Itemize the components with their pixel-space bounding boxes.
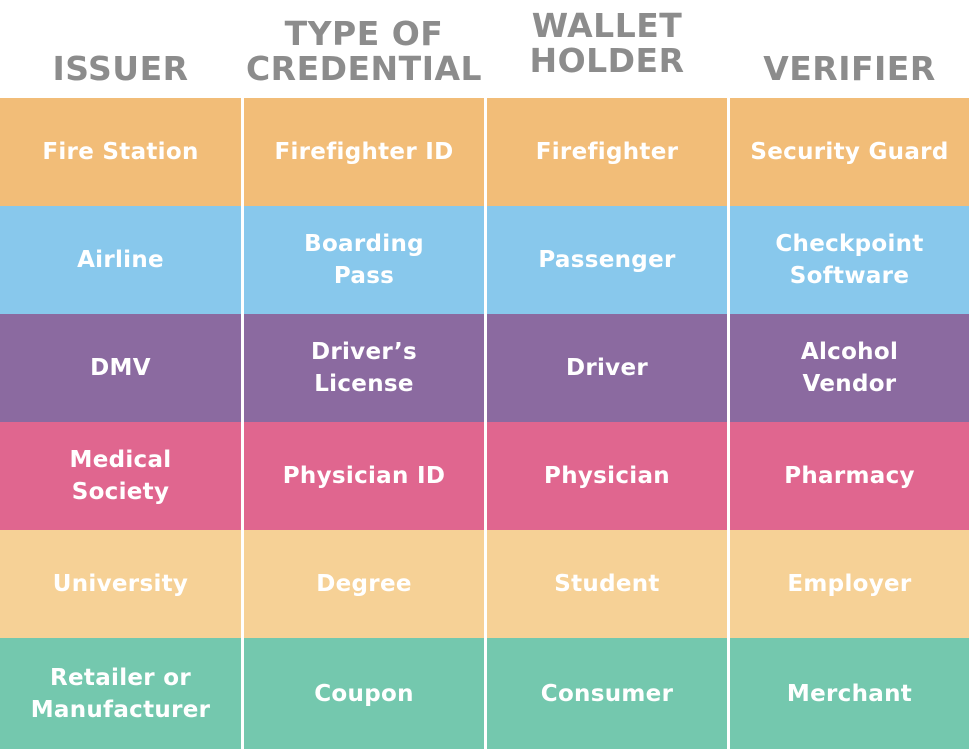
header-issuer: ISSUER: [52, 49, 189, 88]
holder-cell: Physician: [487, 422, 727, 530]
credential-cell: Driver’s License: [244, 314, 484, 422]
credential-cell: Boarding Pass: [244, 206, 484, 314]
column-divider: [241, 98, 244, 206]
issuer-cell: Airline: [0, 206, 241, 314]
column-divider: [241, 530, 244, 638]
header-type-of-credential: TYPE OF CREDENTIAL: [245, 14, 483, 88]
verifier-cell: Security Guard: [730, 98, 969, 206]
verifier-cell: Merchant: [730, 638, 969, 749]
column-divider: [727, 638, 730, 749]
column-divider: [241, 422, 244, 530]
column-divider: [484, 206, 487, 314]
credential-cell: Physician ID: [244, 422, 484, 530]
column-divider: [484, 0, 487, 98]
verifier-cell: Employer: [730, 530, 969, 638]
issuer-cell: Retailer or Manufacturer: [0, 638, 241, 749]
header-wallet-holder: WALLET HOLDER: [529, 6, 685, 80]
column-divider: [727, 0, 730, 98]
verifier-cell: Alcohol Vendor: [730, 314, 969, 422]
verifier-cell: Checkpoint Software: [730, 206, 969, 314]
column-divider: [727, 530, 730, 638]
holder-cell: Driver: [487, 314, 727, 422]
column-divider: [241, 638, 244, 749]
column-divider: [241, 206, 244, 314]
column-divider: [484, 638, 487, 749]
column-divider: [241, 314, 244, 422]
credential-cell: Degree: [244, 530, 484, 638]
verifier-cell: Pharmacy: [730, 422, 969, 530]
issuer-cell: Fire Station: [0, 98, 241, 206]
column-divider: [484, 530, 487, 638]
column-divider: [484, 98, 487, 206]
issuer-cell: DMV: [0, 314, 241, 422]
column-divider: [727, 314, 730, 422]
credential-cell: Firefighter ID: [244, 98, 484, 206]
holder-cell: Consumer: [487, 638, 727, 749]
column-divider: [727, 206, 730, 314]
column-divider: [241, 0, 244, 98]
holder-cell: Student: [487, 530, 727, 638]
issuer-cell: Medical Society: [0, 422, 241, 530]
column-divider: [727, 422, 730, 530]
column-divider: [484, 314, 487, 422]
column-divider: [727, 98, 730, 206]
holder-cell: Firefighter: [487, 98, 727, 206]
column-divider: [484, 422, 487, 530]
credential-cell: Coupon: [244, 638, 484, 749]
issuer-cell: University: [0, 530, 241, 638]
header-verifier: VERIFIER: [763, 49, 936, 88]
holder-cell: Passenger: [487, 206, 727, 314]
